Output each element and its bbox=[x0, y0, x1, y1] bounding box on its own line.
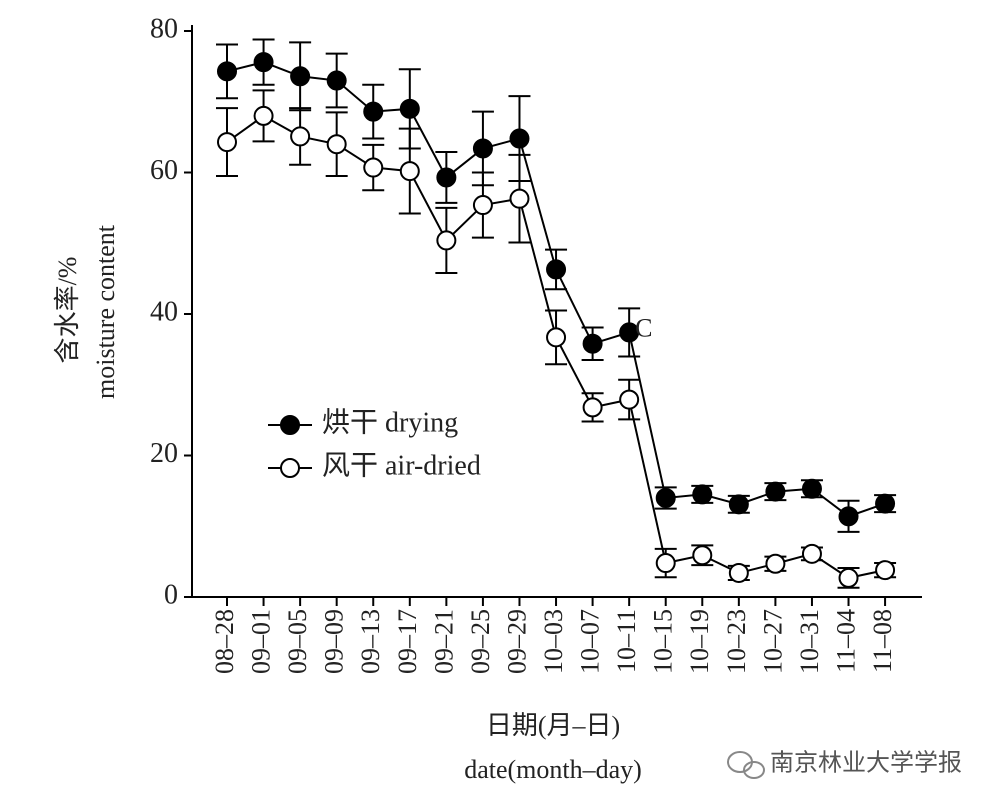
y-tick-label: 40 bbox=[150, 296, 178, 327]
legend-marker bbox=[280, 458, 300, 478]
x-tick-label: 09–05 bbox=[283, 609, 312, 674]
point bbox=[765, 481, 786, 502]
x-tick-label: 10–27 bbox=[758, 609, 787, 674]
x-tick-label: 08–28 bbox=[210, 609, 239, 674]
point bbox=[290, 66, 311, 87]
point bbox=[692, 545, 713, 566]
watermark: 南京林业大学学报 bbox=[770, 750, 962, 777]
point bbox=[838, 506, 859, 527]
point bbox=[509, 128, 530, 149]
point bbox=[801, 543, 822, 564]
point bbox=[217, 132, 237, 153]
x-tick-label: 10–31 bbox=[795, 609, 824, 674]
point bbox=[472, 195, 493, 216]
point bbox=[253, 105, 274, 126]
point bbox=[692, 484, 713, 505]
point bbox=[436, 167, 457, 188]
y-tick-label: 20 bbox=[150, 438, 178, 469]
legend-label: 烘干 drying bbox=[322, 406, 458, 438]
x-tick-label: 09–21 bbox=[429, 609, 458, 674]
point bbox=[655, 487, 676, 508]
x-axis-title: 日期(月–日) bbox=[486, 711, 620, 740]
y-tick-label: 60 bbox=[150, 155, 178, 186]
y-tick-label: 80 bbox=[150, 13, 178, 44]
x-tick-label: 10–19 bbox=[685, 609, 714, 674]
point bbox=[655, 553, 676, 574]
point bbox=[326, 70, 347, 91]
point bbox=[436, 230, 457, 251]
x-tick-label: 10–07 bbox=[576, 609, 605, 674]
point bbox=[546, 327, 567, 348]
x-tick-label: 11–08 bbox=[868, 609, 897, 673]
x-tick-label: 09–13 bbox=[356, 609, 385, 674]
point bbox=[399, 98, 420, 119]
point bbox=[875, 560, 896, 581]
point bbox=[875, 493, 896, 514]
x-tick-label: 11–04 bbox=[831, 609, 860, 673]
point bbox=[363, 101, 384, 122]
point bbox=[253, 52, 274, 73]
legend-label: 风干 air-dried bbox=[322, 450, 481, 481]
point bbox=[619, 322, 640, 343]
point bbox=[472, 138, 493, 159]
point bbox=[399, 161, 420, 182]
point bbox=[728, 494, 749, 515]
point bbox=[290, 126, 311, 147]
point bbox=[546, 259, 567, 280]
annotation: C bbox=[635, 313, 652, 342]
point bbox=[326, 134, 347, 155]
point bbox=[838, 567, 859, 588]
point bbox=[582, 397, 603, 418]
x-tick-label: 10–11 bbox=[612, 609, 641, 673]
x-tick-label: 09–01 bbox=[247, 609, 276, 674]
point bbox=[363, 157, 384, 178]
x-tick-label: 10–15 bbox=[649, 609, 678, 674]
y-axis-title: 含水率/% bbox=[53, 257, 82, 364]
point bbox=[217, 61, 237, 82]
x-axis-title: date(month–day) bbox=[464, 755, 642, 784]
point bbox=[728, 562, 749, 583]
legend-marker bbox=[280, 415, 300, 435]
x-tick-label: 10–03 bbox=[539, 609, 568, 674]
y-tick-label: 0 bbox=[164, 579, 178, 610]
x-tick-label: 09–29 bbox=[502, 609, 531, 674]
point bbox=[801, 478, 822, 499]
point bbox=[509, 188, 530, 209]
x-tick-label: 09–25 bbox=[466, 609, 495, 674]
x-tick-label: 10–23 bbox=[722, 609, 751, 674]
watermark-icon bbox=[727, 751, 765, 779]
x-tick-label: 09–17 bbox=[393, 609, 422, 674]
x-tick-label: 09–09 bbox=[320, 609, 349, 674]
y-axis-title: moisture content bbox=[91, 224, 120, 399]
point bbox=[582, 333, 603, 354]
point bbox=[765, 553, 786, 574]
point bbox=[619, 389, 640, 410]
